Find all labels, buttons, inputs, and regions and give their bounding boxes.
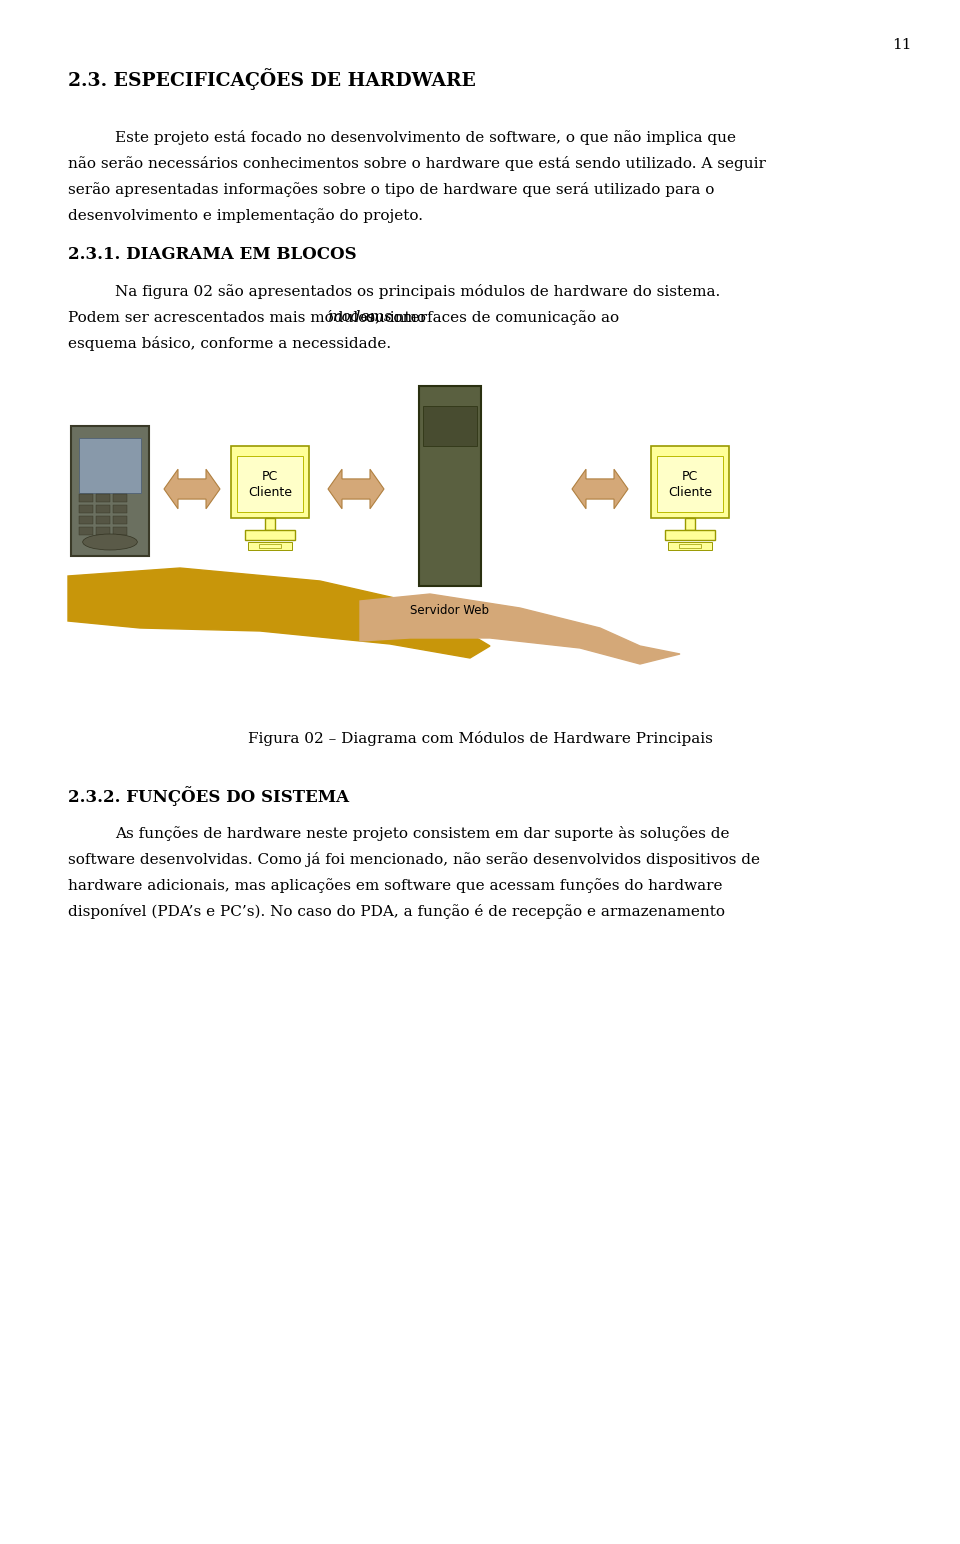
Bar [79,494,93,502]
Bar [265,517,275,530]
Text: 11: 11 [892,39,912,52]
Text: PC: PC [682,469,698,482]
Bar [79,516,93,523]
Bar [79,438,141,493]
Text: não serão necessários conhecimentos sobre o hardware que está sendo utilizado. A: não serão necessários conhecimentos sobr… [68,156,766,171]
Text: desenvolvimento e implementação do projeto.: desenvolvimento e implementação do proje… [68,208,423,222]
Bar [651,446,729,517]
Bar [113,494,127,502]
Text: ou interfaces de comunicação ao: ou interfaces de comunicação ao [361,310,619,324]
Text: Podem ser acrescentados mais módulos, como: Podem ser acrescentados mais módulos, co… [68,310,431,324]
Text: Cliente: Cliente [248,485,292,499]
Text: hardware adicionais, mas aplicações em software que acessam funções do hardware: hardware adicionais, mas aplicações em s… [68,879,723,892]
Bar [248,542,292,550]
Bar [71,426,149,556]
Text: Na figura 02 são apresentados os principais módulos de hardware do sistema.: Na figura 02 são apresentados os princip… [115,284,720,300]
Bar [113,527,127,536]
Bar [79,527,93,536]
Bar [79,505,93,513]
Bar [96,505,110,513]
Text: PC: PC [262,469,278,482]
Text: Figura 02 – Diagrama com Módulos de Hardware Principais: Figura 02 – Diagrama com Módulos de Hard… [248,730,712,746]
Bar [96,494,110,502]
Bar [113,505,127,513]
Text: 2.3.2. FUNÇÕES DO SISTEMA: 2.3.2. FUNÇÕES DO SISTEMA [68,786,349,806]
Text: disponível (PDA’s e PC’s). No caso do PDA, a função é de recepção e armazenament: disponível (PDA’s e PC’s). No caso do PD… [68,903,725,919]
Bar [259,543,281,548]
Text: serão apresentadas informações sobre o tipo de hardware que será utilizado para : serão apresentadas informações sobre o t… [68,182,714,198]
Bar [245,530,295,540]
Polygon shape [68,568,490,658]
Bar [657,455,723,513]
Ellipse shape [83,534,137,550]
Bar [665,530,715,540]
Polygon shape [328,469,384,510]
Polygon shape [164,469,220,510]
Text: 2.3.1. DIAGRAMA EM BLOCOS: 2.3.1. DIAGRAMA EM BLOCOS [68,245,356,262]
Text: 2.3. ESPECIFICAÇÕES DE HARDWARE: 2.3. ESPECIFICAÇÕES DE HARDWARE [68,68,476,90]
Text: esquema básico, conforme a necessidade.: esquema básico, conforme a necessidade. [68,337,391,350]
Bar [423,406,477,446]
Bar [668,542,712,550]
Polygon shape [572,469,628,510]
Bar [113,516,127,523]
Text: software desenvolvidas. Como já foi mencionado, não serão desenvolvidos disposit: software desenvolvidas. Como já foi menc… [68,852,760,868]
Bar [237,455,303,513]
Bar [231,446,309,517]
Bar [96,527,110,536]
Bar [96,516,110,523]
Polygon shape [360,594,680,664]
Text: modems: modems [328,310,393,324]
Text: As funções de hardware neste projeto consistem em dar suporte às soluções de: As funções de hardware neste projeto con… [115,826,730,841]
Bar [419,386,481,587]
Text: Cliente: Cliente [668,485,712,499]
Bar [685,517,695,530]
Text: Servidor Web: Servidor Web [411,604,490,618]
Bar [679,543,701,548]
Text: Este projeto está focado no desenvolvimento de software, o que não implica que: Este projeto está focado no desenvolvime… [115,130,736,145]
